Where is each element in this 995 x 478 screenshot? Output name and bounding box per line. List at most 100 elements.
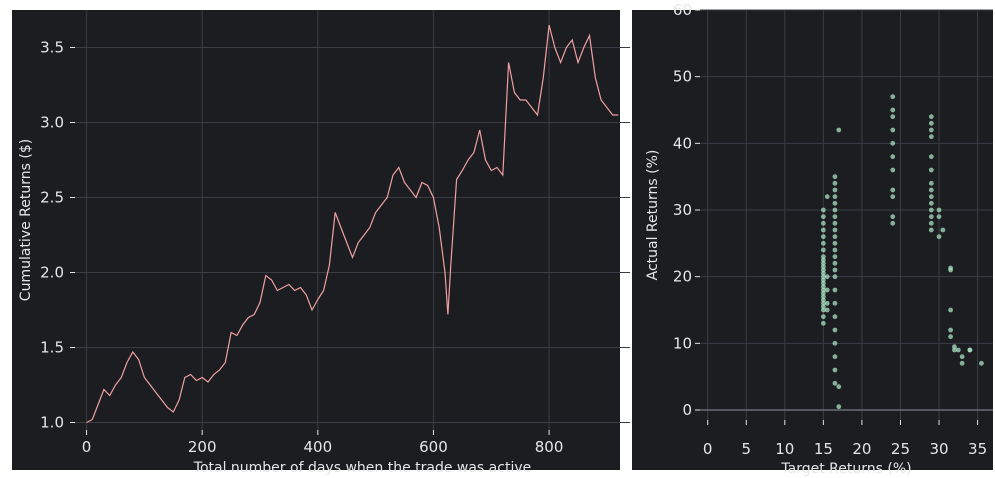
scatter-point — [832, 354, 838, 360]
scatter-point — [832, 314, 838, 320]
scatter-point — [820, 220, 826, 226]
scatter-point — [820, 287, 826, 293]
scatter-point — [979, 360, 984, 366]
scatter-point — [820, 234, 826, 240]
scatter-point — [936, 234, 942, 240]
scatter-point — [820, 274, 826, 280]
plot-background — [632, 10, 993, 470]
y-tick-label: 20 — [673, 268, 692, 286]
scatter-point — [820, 300, 826, 306]
y-tick-label: 0 — [682, 401, 692, 419]
x-tick-label: 0 — [82, 438, 92, 456]
scatter-point — [832, 240, 838, 246]
scatter-point — [832, 220, 838, 226]
scatter-point — [820, 214, 826, 220]
scatter-point — [890, 114, 896, 120]
x-tick-label: 200 — [188, 438, 217, 456]
x-tick-label: 600 — [419, 438, 448, 456]
scatter-point — [832, 234, 838, 240]
scatter-point — [928, 194, 934, 200]
plot-background — [12, 10, 620, 470]
scatter-point — [890, 107, 896, 113]
scatter-point — [928, 227, 934, 233]
scatter-point — [820, 320, 826, 326]
scatter-point — [820, 294, 826, 300]
scatter-point — [820, 247, 826, 253]
scatter-point — [832, 300, 838, 306]
scatter-point — [832, 267, 838, 273]
scatter-point — [820, 264, 826, 270]
scatter-point — [832, 200, 838, 206]
scatter-point — [836, 127, 842, 133]
scatter-point — [967, 347, 973, 353]
scatter-point — [832, 274, 838, 280]
scatter-point — [890, 220, 896, 226]
scatter-point — [928, 120, 934, 126]
scatter-point — [890, 214, 896, 220]
scatter-point — [955, 347, 961, 353]
scatter-point — [928, 154, 934, 160]
scatter-point — [820, 290, 826, 296]
scatter-point — [832, 367, 838, 373]
scatter-point — [824, 287, 830, 293]
scatter-point — [940, 227, 946, 233]
scatter-point — [948, 307, 953, 313]
scatter-point — [890, 187, 896, 193]
scatter-point — [959, 360, 965, 366]
scatter-point — [836, 384, 842, 390]
scatter-point — [832, 327, 838, 333]
scatter-point — [928, 127, 934, 133]
scatter-point — [928, 220, 934, 226]
scatter-point — [832, 247, 838, 253]
y-tick-label: 10 — [673, 334, 692, 352]
scatter-point — [820, 240, 826, 246]
scatter-point — [824, 194, 830, 200]
x-tick-label: 25 — [891, 440, 910, 458]
scatter-point — [832, 214, 838, 220]
scatter-point — [820, 254, 826, 260]
x-tick-label: 10 — [775, 440, 794, 458]
scatter-point — [928, 114, 934, 120]
y-tick-label: 3.5 — [40, 39, 64, 57]
cumulative-returns-line — [86, 24, 619, 424]
scatter-point — [832, 227, 838, 233]
scatter-point — [952, 347, 957, 353]
scatter-point — [820, 260, 826, 266]
scatter-point — [948, 265, 953, 271]
scatter-point — [820, 277, 826, 283]
scatter-point — [832, 340, 838, 346]
scatter-point — [948, 334, 953, 340]
x-axis-label: Total number of days when the trade was … — [193, 460, 531, 476]
scatter-point — [890, 94, 896, 100]
scatter-point — [832, 180, 838, 186]
scatter-point — [824, 307, 830, 313]
scatter-point — [820, 297, 826, 303]
scatter-point — [928, 214, 934, 220]
scatter-point — [928, 180, 934, 186]
y-tick-label: 30 — [673, 201, 692, 219]
scatter-point — [890, 154, 896, 160]
scatter-point — [928, 207, 934, 213]
scatter-point — [824, 274, 830, 280]
scatter-point — [928, 187, 934, 193]
scatter-point — [832, 260, 838, 266]
scatter-point — [820, 314, 826, 320]
scatter-point — [936, 214, 942, 220]
y-tick-label: 60 — [673, 1, 692, 19]
scatter-point — [820, 284, 826, 290]
y-axis-label: Actual Returns (%) — [645, 150, 661, 281]
scatter-point — [832, 207, 838, 213]
y-tick-label: 2.5 — [40, 189, 64, 207]
scatter-point — [890, 127, 896, 133]
scatter-point — [836, 404, 842, 410]
scatter-point — [928, 167, 934, 173]
scatter-point — [936, 207, 942, 213]
y-tick-label: 1.5 — [40, 339, 64, 357]
scatter-point — [952, 344, 957, 350]
scatter-point — [824, 300, 830, 306]
y-tick-label: 50 — [673, 68, 692, 86]
scatter-point — [890, 194, 896, 200]
x-tick-label: 800 — [535, 438, 564, 456]
scatter-point — [832, 194, 838, 200]
